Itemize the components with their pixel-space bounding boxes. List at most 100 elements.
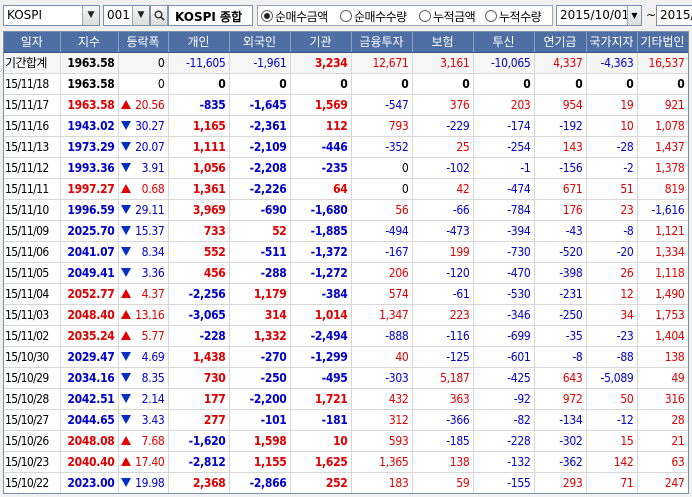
table-row[interactable]: 15/10/26 2048.08 7.68 -1,620 1,598 10 593 -185-… (4, 430, 688, 452)
radio-label: 순매수수량 (354, 9, 407, 24)
value-cell: 59 (412, 472, 474, 493)
radio-net-buy-qty[interactable]: 순매수수량 (340, 7, 407, 25)
table-row[interactable]: 15/11/13 1973.29 20.07 1,111 -2,109 -446 -352 2… (4, 136, 688, 158)
value-cell: -2,866 (229, 472, 291, 493)
table-row[interactable]: 15/10/22 2023.00 19.98 2,368 -2,866 252 183 59-… (4, 472, 688, 493)
date-cell: 15/10/27 (4, 409, 61, 431)
chevron-down-icon[interactable]: ▼ (132, 6, 149, 25)
table-row[interactable]: 15/10/23 2040.40 17.40 -2,812 1,155 1,625 1,36… (4, 451, 688, 473)
table-row[interactable]: 15/10/27 2044.65 3.43 277 -101 -181 312 -366 -82… (4, 409, 688, 431)
column-header[interactable]: 보험 (412, 32, 474, 53)
value-cell: -174 (473, 115, 535, 137)
table-row[interactable]: 15/10/28 2042.51 2.14 177 -2,200 1,721 432 363-… (4, 388, 688, 410)
summary-row[interactable]: 기간합계 1963.58 0 -11,605 -1,961 3,234 12,671 3,16… (4, 52, 688, 74)
value-cell: 1,332 (229, 325, 291, 347)
column-header[interactable]: 등락폭 (118, 32, 169, 53)
table-row[interactable]: 15/11/11 1997.27 0.68 1,361 -2,226 64 0 42 -474 6… (4, 178, 688, 200)
table-row[interactable]: 15/11/09 2025.70 15.37 733 52 -1,885 -494 -473-… (4, 220, 688, 242)
value-cell: 593 (351, 430, 413, 452)
value-cell: -35 (534, 325, 587, 347)
code-select[interactable]: 001 ▼ (103, 5, 150, 26)
table-row[interactable]: 15/10/30 2029.47 4.69 1,438 -270 -1,299 40 -125… (4, 346, 688, 368)
table-row[interactable]: 15/11/04 2052.77 4.37 -2,256 1,179 -384 574 -61… (4, 283, 688, 305)
calendar-icon[interactable]: ▼ (627, 6, 641, 25)
change-cell: 3.36 (118, 262, 169, 284)
value-cell: 1,334 (637, 241, 688, 263)
change-cell: 0 (118, 73, 169, 95)
table-row[interactable]: 15/11/02 2035.24 5.77 -228 1,332 -2,494 -888 -1… (4, 325, 688, 347)
value-cell: -120 (412, 262, 474, 284)
table-row[interactable]: 15/11/06 2041.07 8.34 552 -511 -1,372 -167 199-… (4, 241, 688, 263)
investor-trading-grid[interactable]: 일자 지수 등락폭 개인 외국인 기관 금융투자 보험 투신 연기금 국가지자 기타법인 기간합계 19… (3, 31, 689, 494)
column-header[interactable]: 외국인 (229, 32, 291, 53)
value-cell: -2,494 (290, 325, 352, 347)
change-value: 4.69 (141, 349, 165, 364)
index-cell: 2048.40 (60, 304, 119, 326)
value-cell: -446 (290, 136, 352, 158)
value-cell: 1,569 (290, 94, 352, 116)
value-cell: 1,111 (168, 136, 230, 158)
column-header[interactable]: 연기금 (534, 32, 587, 53)
change-cell: 8.35 (118, 367, 169, 389)
table-row[interactable]: 15/11/17 1963.58 20.56 -835 -1,645 1,569 -547 3… (4, 94, 688, 116)
value-cell: 3,161 (412, 52, 474, 74)
change-value: 7.68 (141, 433, 165, 448)
change-cell: 7.68 (118, 430, 169, 452)
column-header[interactable]: 국가지자 (586, 32, 638, 53)
value-cell: -118 (534, 493, 586, 494)
table-row[interactable]: 15/11/16 1943.02 30.27 1,165 -2,361 112 793 -22… (4, 115, 688, 137)
index-cell: 1973.29 (60, 136, 119, 158)
table-row[interactable]: 15/10/29 2034.16 8.35 730 -250 -495 -303 5,187-… (4, 367, 688, 389)
value-cell: -352 (351, 136, 413, 158)
value-cell: 34 (586, 304, 638, 326)
table-row[interactable]: 15/11/10 1996.59 29.11 3,969 -690 -1,680 56 -66… (4, 199, 688, 221)
column-header[interactable]: 지수 (60, 32, 119, 53)
value-cell: -2,208 (229, 157, 291, 179)
value-cell: -8 (534, 346, 587, 368)
search-button[interactable] (150, 5, 168, 26)
column-header[interactable]: 일자 (4, 32, 61, 53)
value-cell: 793 (351, 115, 413, 137)
date-cell: 15/11/09 (4, 220, 61, 242)
value-cell: 921 (637, 94, 688, 116)
table-row[interactable]: 15/11/03 2048.40 13.16 -3,065 314 1,014 1,347 2… (4, 304, 688, 326)
column-header[interactable]: 개인 (168, 32, 230, 53)
chevron-down-icon[interactable]: ▼ (82, 6, 99, 25)
radio-net-buy-amount[interactable]: 순매수금액 (261, 7, 328, 25)
table-row[interactable]: 15/11/18 1963.58 0 0 0 0 0 0 0 0 0 0 (4, 73, 688, 95)
value-cell: 176 (534, 199, 587, 221)
market-select[interactable]: KOSPI ▼ (3, 5, 100, 26)
end-date-field[interactable]: 2015/ (656, 5, 692, 26)
date-cell: 15/11/17 (4, 94, 61, 116)
end-date-value: 2015/ (660, 8, 692, 22)
table-row[interactable]: 15/10/212042.983.62-779-324541,010-107-2… (4, 493, 688, 494)
value-cell: -2,109 (229, 136, 291, 158)
table-row[interactable]: 15/11/05 2049.41 3.36 456 -288 -1,272 206 -120-… (4, 262, 688, 284)
triangle-up-icon (120, 310, 131, 319)
value-cell: 1,361 (168, 178, 230, 200)
radio-cum-qty[interactable]: 누적수량 (485, 7, 542, 25)
date-cell: 15/10/21 (4, 493, 60, 494)
column-header[interactable]: 기타법인 (637, 32, 688, 53)
triangle-down-icon (120, 121, 131, 130)
value-cell: 4,337 (534, 52, 587, 74)
column-header[interactable]: 금융투자 (351, 32, 413, 53)
date-cell: 15/10/30 (4, 346, 61, 368)
start-date-field[interactable]: 2015/10/01 ▼ (556, 5, 642, 26)
radio-dot[interactable] (485, 10, 497, 22)
date-cell: 15/11/06 (4, 241, 61, 263)
toolbar: KOSPI ▼ 001 ▼ KOSPI 종합 순매수금액 순매수수량 누적금액 … (0, 0, 692, 30)
value-cell: 138 (637, 346, 688, 368)
table-row[interactable]: 15/11/12 1993.36 3.91 1,056 -2,208 -235 0 -102-… (4, 157, 688, 179)
column-header[interactable]: 기관 (290, 32, 352, 53)
value-cell: -384 (290, 283, 352, 305)
column-header[interactable]: 투신 (473, 32, 535, 53)
radio-dot[interactable] (419, 10, 431, 22)
change-value: 2.14 (141, 391, 165, 406)
radio-dot[interactable] (340, 10, 352, 22)
value-cell: -1 (473, 157, 535, 179)
value-cell: 15 (586, 430, 638, 452)
radio-cum-amount[interactable]: 누적금액 (419, 7, 476, 25)
radio-dot[interactable] (261, 10, 273, 22)
value-cell: -1,616 (637, 199, 688, 221)
